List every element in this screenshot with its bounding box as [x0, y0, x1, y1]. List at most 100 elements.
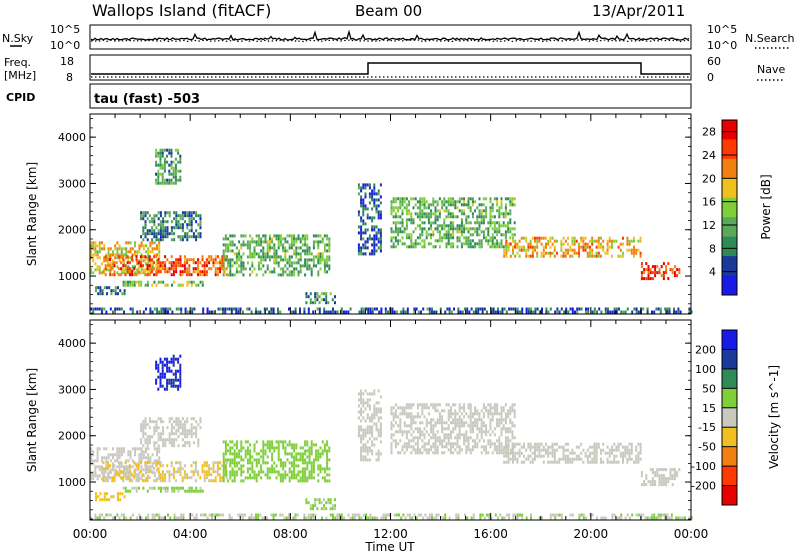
echo-cell	[499, 513, 502, 517]
echo-cell	[177, 178, 180, 182]
echo-cell	[128, 273, 131, 277]
echo-cell	[578, 454, 580, 458]
echo-cell	[109, 470, 112, 474]
echo-cell	[360, 246, 363, 250]
echo-cell	[377, 419, 380, 423]
echo-cell	[615, 239, 618, 243]
echo-cell	[336, 513, 339, 517]
echo-cell	[421, 439, 424, 443]
echo-cell	[273, 261, 276, 265]
echo-cell	[144, 255, 147, 259]
echo-cell	[513, 403, 516, 407]
echo-cell	[179, 467, 182, 471]
echo-cell	[591, 457, 594, 461]
echo-cell	[395, 513, 398, 517]
echo-cell	[155, 423, 158, 427]
echo-cell	[397, 242, 400, 246]
echo-cell	[159, 476, 162, 480]
echo-cell	[284, 470, 287, 474]
echo-cell	[131, 283, 134, 287]
echo-cell	[392, 242, 395, 246]
echo-cell	[545, 251, 547, 255]
echo-cell	[481, 307, 484, 311]
echo-cell	[138, 471, 141, 475]
echo-cell	[233, 455, 236, 459]
echo-cell	[244, 449, 247, 453]
echo-cell	[144, 214, 147, 218]
echo-cell	[509, 203, 512, 207]
echo-cell	[161, 464, 164, 468]
echo-cell	[397, 215, 400, 219]
echo-cell	[512, 307, 515, 311]
echo-cell	[527, 242, 530, 246]
echo-cell	[164, 489, 167, 493]
echo-cell	[425, 430, 428, 434]
echo-cell	[320, 292, 323, 296]
echo-cell	[155, 154, 158, 158]
echo-cell	[222, 479, 225, 483]
echo-cell	[202, 310, 205, 314]
echo-cell	[456, 436, 459, 440]
echo-cell	[299, 237, 302, 241]
echo-cell	[413, 307, 416, 311]
echo-cell	[191, 307, 194, 311]
echo-cell	[106, 492, 108, 496]
echo-cell	[403, 445, 406, 449]
echo-cell	[177, 378, 180, 382]
echo-cell	[622, 445, 624, 449]
echo-cell	[578, 245, 580, 249]
echo-cell	[658, 271, 661, 275]
echo-cell	[466, 307, 469, 311]
echo-cell	[117, 273, 120, 277]
echo-cell	[368, 425, 371, 429]
echo-cell	[146, 264, 149, 268]
echo-cell	[465, 236, 468, 240]
echo-cell	[321, 440, 324, 444]
echo-cell	[513, 412, 516, 416]
echo-cell	[217, 307, 220, 311]
echo-cell	[390, 427, 393, 431]
echo-cell	[562, 254, 565, 258]
echo-cell	[595, 448, 598, 452]
echo-cell	[498, 445, 501, 449]
echo-cell	[536, 454, 539, 458]
echo-cell	[660, 483, 663, 487]
echo-cell	[326, 234, 329, 238]
echo-cell	[593, 448, 596, 452]
echo-cell	[436, 409, 439, 413]
echo-cell	[425, 200, 428, 204]
echo-cell	[626, 248, 629, 252]
echo-cell	[120, 273, 123, 277]
echo-cell	[262, 455, 265, 459]
echo-cell	[368, 428, 371, 432]
echo-cell	[606, 248, 609, 252]
echo-cell	[466, 516, 469, 520]
echo-cell	[151, 265, 154, 269]
echo-cell	[443, 227, 446, 231]
echo-cell	[277, 440, 280, 444]
echo-cell	[106, 255, 109, 259]
echo-cell	[166, 384, 169, 388]
echo-cell	[420, 513, 422, 517]
echo-cell	[647, 271, 650, 275]
echo-cell	[260, 476, 263, 480]
echo-cell	[255, 479, 258, 483]
echo-cell	[460, 433, 463, 437]
echo-cell	[500, 206, 503, 210]
echo-cell	[443, 224, 446, 228]
echo-cell	[405, 430, 408, 434]
echo-cell	[478, 224, 481, 228]
echo-cell	[208, 467, 211, 471]
echo-cell	[101, 477, 103, 481]
echo-cell	[518, 454, 521, 458]
echo-cell	[238, 461, 241, 465]
echo-cell	[498, 227, 501, 231]
echo-cell	[454, 215, 457, 219]
echo-cell	[493, 427, 496, 431]
echo-cell	[249, 255, 252, 259]
echo-cell	[471, 430, 474, 434]
echo-cell	[166, 360, 169, 364]
echo-cell	[153, 486, 156, 490]
echo-cell	[148, 258, 151, 262]
echo-cell	[427, 218, 430, 222]
